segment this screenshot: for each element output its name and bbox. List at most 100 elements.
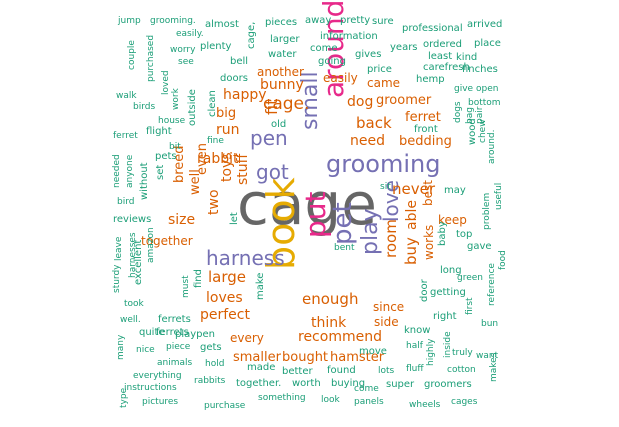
word-truly: truly — [452, 348, 473, 358]
word-gives: gives — [355, 49, 382, 60]
word-without: without — [139, 162, 150, 200]
word-pen: pen — [250, 126, 288, 150]
word-smaller: smaller — [233, 350, 281, 365]
word-think: think — [311, 315, 347, 331]
word-stuff: stuff — [235, 153, 251, 185]
word-many: many — [116, 334, 126, 360]
word-easily: easily. — [176, 29, 204, 39]
word-move: move — [359, 346, 387, 357]
word-since: since — [373, 300, 405, 314]
word-birds: birds — [133, 102, 156, 112]
word-bird: bird — [117, 197, 135, 207]
word-excellent: excellent — [133, 239, 144, 285]
word-jump: jump — [118, 16, 141, 26]
word-getting: getting — [430, 287, 466, 298]
word-grooming: grooming — [326, 150, 441, 178]
word-rabbit: rabbit — [197, 151, 239, 167]
word-bell: bell — [230, 56, 249, 67]
word-got: got — [256, 160, 289, 184]
word-ferret: ferret — [405, 110, 441, 125]
word-rabbits: rabbits — [194, 376, 226, 386]
word-door: door — [419, 279, 430, 302]
word-fit: fit — [262, 98, 281, 115]
word-hamster: hamster — [330, 350, 385, 365]
word-together: together. — [236, 378, 282, 389]
word-cages: cages — [451, 397, 478, 407]
word-front: front — [414, 124, 438, 135]
word-outside: outside — [187, 89, 198, 126]
word-big: big — [216, 106, 237, 121]
word-even: even — [195, 143, 210, 175]
word-dog: dog — [347, 94, 374, 110]
word-makes: makes — [489, 352, 499, 382]
word-loves: loves — [206, 290, 243, 306]
word-old: old — [271, 119, 287, 130]
word-together: together — [141, 234, 193, 248]
word-panels: panels — [354, 397, 384, 407]
word-type: type — [119, 387, 129, 408]
word-couple: couple — [127, 40, 137, 70]
word-made: made — [247, 362, 276, 373]
word-must: must — [181, 275, 191, 298]
word-pet: pet — [328, 202, 358, 245]
word-look: look — [321, 395, 340, 405]
word-pets: pets — [155, 151, 177, 162]
word-hold: hold — [205, 359, 225, 369]
word-every: every — [230, 331, 264, 345]
word-large: large — [208, 268, 247, 286]
word-keep: keep — [438, 213, 467, 227]
word-flight: flight — [146, 126, 172, 137]
word-sit: sit — [380, 182, 391, 192]
word-bought: bought — [282, 350, 329, 365]
word-house: house — [158, 116, 186, 126]
word-perfect: perfect — [200, 307, 250, 323]
word-going: going — [318, 56, 346, 67]
word-highly: highly — [426, 338, 436, 366]
word-sure: sure — [372, 16, 394, 27]
word-lots: lots — [378, 366, 395, 376]
word-useful: useful — [494, 182, 504, 210]
word-ferrets: ferrets — [156, 327, 189, 338]
word-half: half — [406, 341, 423, 351]
word-sturdy: sturdy — [112, 264, 122, 293]
word-able: able — [404, 200, 420, 230]
word-worry: worry — [170, 45, 196, 55]
word-found: found — [327, 365, 356, 376]
word-information: information — [320, 31, 378, 42]
word-pieces: pieces — [265, 17, 298, 28]
word-away: away — [305, 15, 332, 26]
word-fine: fine — [207, 136, 224, 146]
word-walk: walk — [116, 91, 137, 101]
word-food: food — [498, 250, 508, 270]
word-come: come — [310, 43, 338, 54]
word-best: best — [421, 180, 435, 206]
word-purchase: purchase — [204, 401, 246, 411]
word-leave: leave — [114, 236, 124, 261]
word-buying: buying — [331, 378, 366, 389]
word-easily: easily — [323, 71, 358, 85]
word-bottom: bottom — [468, 98, 501, 108]
word-animals: animals — [157, 358, 193, 368]
word-groomer: groomer — [376, 93, 432, 108]
word-room: room — [382, 219, 400, 258]
word-fluff: fluff — [406, 364, 424, 374]
word-two: two — [206, 189, 222, 215]
word-grooming: grooming. — [150, 16, 196, 26]
word-well: well. — [120, 315, 141, 325]
word-piece: piece — [166, 342, 191, 352]
word-toys: toys — [219, 152, 235, 182]
word-open: open — [476, 84, 499, 94]
word-something: something — [258, 393, 306, 403]
word-larger: larger — [270, 34, 300, 45]
word-amazon: amazon — [146, 227, 156, 263]
word-professional: professional — [402, 23, 463, 34]
word-cage: cage, — [246, 21, 257, 49]
word-need: need — [350, 133, 385, 149]
word-came: came — [367, 76, 401, 90]
word-cotton: cotton — [447, 365, 476, 375]
word-harness: harness — [206, 246, 285, 270]
word-top: top — [456, 229, 473, 240]
word-find: find — [193, 269, 204, 288]
word-doors: doors — [220, 73, 248, 84]
word-pictures: pictures — [142, 397, 179, 407]
